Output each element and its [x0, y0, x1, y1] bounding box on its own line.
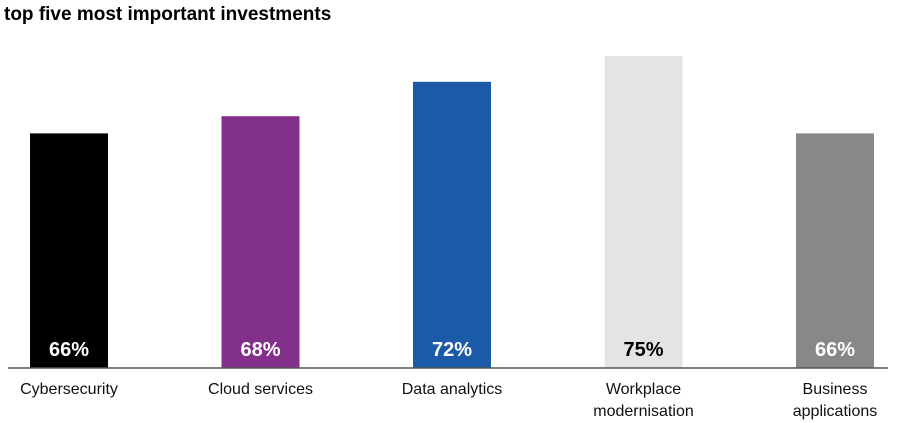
- category-labels: Cybersecurity Cloud services Data analytic…: [20, 381, 877, 420]
- bar-value-label-2: 72%: [432, 339, 472, 361]
- bar-value-label-1: 68%: [240, 339, 280, 361]
- category-label-2: Data analytics: [402, 381, 503, 398]
- chart-title: top five most important investments: [4, 4, 332, 25]
- bar-4: [796, 133, 874, 368]
- category-label-0: Cybersecurity: [20, 381, 118, 398]
- bar-2: [413, 81, 491, 369]
- category-label-4: Business applications: [793, 381, 878, 420]
- bar-value-label-0: 66%: [49, 339, 89, 361]
- bar-1: [221, 116, 300, 368]
- bar-3: [604, 56, 683, 368]
- bar-value-label-4: 66%: [815, 339, 855, 361]
- bar-0: [30, 133, 108, 368]
- category-label-3: Workplace modernisation: [593, 381, 694, 420]
- bar-value-label-3: 75%: [623, 339, 663, 361]
- bars: 66% 68% 72% 75% 66%: [30, 56, 874, 369]
- category-label-1: Cloud services: [208, 381, 313, 398]
